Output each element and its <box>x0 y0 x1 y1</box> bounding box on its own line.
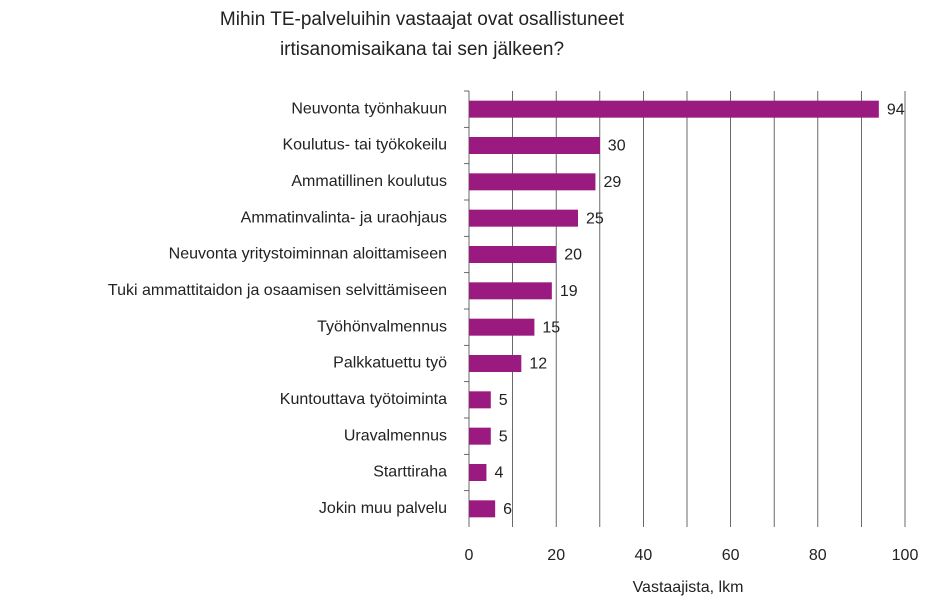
y-tick-label: Neuvonta työnhakuun <box>291 100 447 117</box>
bar <box>469 318 535 336</box>
value-label: 15 <box>542 319 560 336</box>
y-tick-label: Starttiraha <box>373 464 447 481</box>
bar <box>469 173 596 191</box>
bar <box>469 427 491 445</box>
y-tick-label: Kuntouttava työtoiminta <box>280 391 447 408</box>
bar <box>469 246 557 263</box>
bar <box>469 464 487 481</box>
bar <box>469 100 879 118</box>
y-tick-label: Ammatillinen koulutus <box>291 173 447 190</box>
x-tick-label: 40 <box>635 547 653 564</box>
y-tick-label: Uravalmennus <box>344 427 447 444</box>
y-tick-label: Ammatinvalinta- ja uraohjaus <box>241 209 447 226</box>
y-tick-label: Tuki ammattitaidon ja osaamisen selvittä… <box>108 282 447 299</box>
y-tick-label: Neuvonta yritystoiminnan aloittamiseen <box>169 246 447 263</box>
x-tick-label: 20 <box>547 547 565 564</box>
chart-title: Mihin TE-palveluihin vastaajat ovat osal… <box>220 9 625 30</box>
value-label: 5 <box>499 392 508 409</box>
value-label: 5 <box>499 428 508 445</box>
bar <box>469 209 578 227</box>
bar <box>469 355 522 372</box>
chart-title: irtisanomisaikana tai sen jälkeen? <box>280 39 564 60</box>
bar <box>469 137 600 154</box>
bar <box>469 391 491 409</box>
value-label: 94 <box>887 101 905 118</box>
bar <box>469 500 496 518</box>
x-tick-label: 80 <box>809 547 827 564</box>
bar <box>469 282 552 300</box>
x-tick-label: 0 <box>465 547 474 564</box>
value-label: 30 <box>608 138 626 155</box>
x-tick-label: 60 <box>722 547 740 564</box>
y-tick-label: Koulutus- tai työkokeilu <box>282 137 447 154</box>
value-label: 4 <box>494 465 503 482</box>
x-tick-label: 100 <box>892 547 919 564</box>
y-tick-label: Palkkatuettu työ <box>333 355 447 372</box>
y-tick-label: Työhönvalmennus <box>317 318 447 335</box>
value-label: 25 <box>586 210 604 227</box>
value-label: 12 <box>529 356 547 373</box>
y-tick-label: Jokin muu palvelu <box>319 500 447 517</box>
value-label: 20 <box>564 247 582 264</box>
x-axis-label: Vastaajista, lkm <box>633 579 744 596</box>
value-label: 19 <box>560 283 578 300</box>
value-label: 6 <box>503 501 512 518</box>
value-label: 29 <box>603 174 621 191</box>
